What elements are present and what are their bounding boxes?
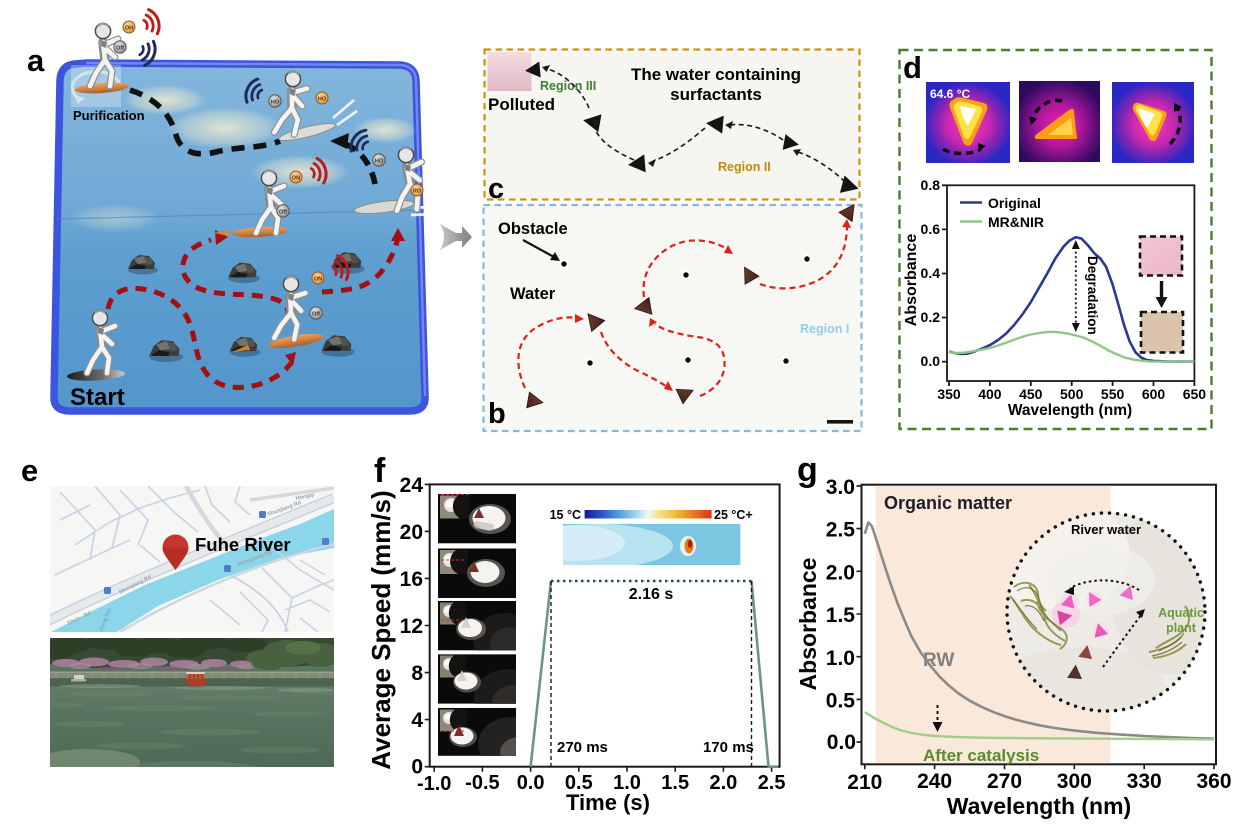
- svg-text:Absorbance: Absorbance: [795, 558, 821, 691]
- svg-text:4: 4: [411, 709, 423, 732]
- svg-text:16: 16: [400, 568, 423, 591]
- svg-text:650: 650: [1183, 386, 1207, 402]
- svg-text:15 °C: 15 °C: [550, 508, 581, 522]
- svg-text:OH: OH: [125, 26, 133, 32]
- svg-text:Start: Start: [70, 384, 125, 411]
- svg-text:0: 0: [411, 756, 423, 779]
- svg-text:360: 360: [1196, 770, 1231, 793]
- svg-text:20: 20: [400, 521, 423, 544]
- svg-text:c: c: [488, 173, 504, 205]
- svg-text:12: 12: [400, 615, 423, 638]
- svg-text:Fuhe River: Fuhe River: [195, 534, 291, 555]
- svg-text:270: 270: [987, 770, 1022, 793]
- svg-text:surfactants: surfactants: [670, 85, 762, 104]
- svg-text:d: d: [903, 50, 922, 85]
- svg-text:64.6 °C: 64.6 °C: [930, 87, 970, 101]
- svg-text:450: 450: [1019, 386, 1043, 402]
- svg-text:HO: HO: [318, 97, 327, 103]
- svg-text:Polluted: Polluted: [488, 95, 555, 114]
- svg-text:HO: HO: [375, 159, 384, 165]
- svg-text:2.5: 2.5: [758, 772, 786, 794]
- svg-text:-1.0: -1.0: [417, 773, 451, 795]
- svg-text:3.0: 3.0: [826, 476, 855, 499]
- svg-text:After catalysis: After catalysis: [923, 746, 1039, 765]
- svg-text:0.0: 0.0: [921, 353, 941, 369]
- svg-text:Region III: Region III: [540, 79, 596, 93]
- svg-text:Absorbance: Absorbance: [903, 234, 920, 327]
- svg-text:550: 550: [1101, 386, 1125, 402]
- svg-text:0.8: 0.8: [921, 177, 941, 193]
- svg-text:300: 300: [1057, 770, 1092, 793]
- svg-text:0.5: 0.5: [826, 690, 856, 713]
- svg-text:f: f: [374, 452, 386, 490]
- svg-text:Organic matter: Organic matter: [884, 493, 1012, 513]
- svg-text:MR&NIR: MR&NIR: [988, 214, 1044, 230]
- svg-text:RO: RO: [413, 189, 422, 195]
- svg-text:0.5: 0.5: [565, 772, 593, 794]
- svg-text:HO: HO: [271, 100, 280, 106]
- svg-text:0.0: 0.0: [827, 731, 856, 754]
- svg-text:g: g: [797, 451, 818, 489]
- svg-text:e: e: [21, 453, 38, 488]
- svg-text:The water containing: The water containing: [631, 65, 801, 84]
- svg-text:River water: River water: [1071, 522, 1141, 537]
- svg-text:Obstacle: Obstacle: [498, 220, 568, 238]
- svg-text:ON: ON: [292, 176, 300, 182]
- svg-text:1.0: 1.0: [613, 772, 641, 794]
- svg-text:Off: Off: [116, 46, 124, 52]
- svg-text:0.0: 0.0: [517, 772, 545, 794]
- svg-text:plant: plant: [1166, 621, 1197, 635]
- svg-text:500: 500: [1060, 386, 1084, 402]
- svg-text:Time (s): Time (s): [566, 790, 650, 815]
- svg-text:210: 210: [847, 771, 882, 794]
- svg-text:0.6: 0.6: [921, 221, 941, 237]
- svg-text:330: 330: [1127, 770, 1162, 793]
- svg-text:350: 350: [937, 386, 961, 402]
- svg-text:2.0: 2.0: [709, 772, 737, 794]
- svg-text:Region I: Region I: [800, 322, 849, 336]
- svg-text:0.4: 0.4: [921, 265, 941, 281]
- svg-text:Water: Water: [510, 285, 556, 303]
- svg-text:8: 8: [411, 662, 423, 685]
- svg-text:-0.5: -0.5: [465, 772, 499, 794]
- svg-text:240: 240: [917, 770, 952, 793]
- svg-text:400: 400: [978, 386, 1002, 402]
- svg-text:Wavelength (nm): Wavelength (nm): [1008, 402, 1132, 419]
- svg-text:Off: Off: [279, 210, 287, 216]
- svg-text:b: b: [488, 398, 506, 430]
- svg-text:1.0: 1.0: [826, 647, 855, 670]
- svg-text:Average Speed (mm/s): Average Speed (mm/s): [366, 490, 396, 769]
- svg-text:170 ms: 170 ms: [703, 739, 754, 756]
- svg-text:0.2: 0.2: [921, 309, 941, 325]
- svg-text:Hongqi: Hongqi: [295, 492, 315, 502]
- svg-text:Purification: Purification: [73, 108, 145, 123]
- svg-text:Region II: Region II: [718, 160, 771, 174]
- svg-text:25 °C+: 25 °C+: [714, 508, 753, 522]
- svg-text:600: 600: [1142, 386, 1166, 402]
- svg-text:2.0: 2.0: [826, 561, 855, 584]
- svg-text:a: a: [27, 43, 45, 78]
- svg-text:1.5: 1.5: [661, 772, 689, 794]
- svg-text:ON: ON: [314, 277, 322, 283]
- svg-text:2.5: 2.5: [826, 519, 856, 542]
- svg-text:Degradation: Degradation: [1085, 256, 1100, 335]
- svg-text:2.16 s: 2.16 s: [629, 586, 674, 603]
- svg-text:Original: Original: [988, 195, 1041, 211]
- svg-text:270 ms: 270 ms: [557, 739, 608, 756]
- svg-text:Wavelength (nm): Wavelength (nm): [947, 793, 1131, 819]
- svg-text:1.5: 1.5: [826, 604, 856, 627]
- svg-text:Off: Off: [312, 312, 320, 318]
- svg-text:Aquatic: Aquatic: [1158, 606, 1204, 620]
- svg-text:24: 24: [400, 474, 424, 497]
